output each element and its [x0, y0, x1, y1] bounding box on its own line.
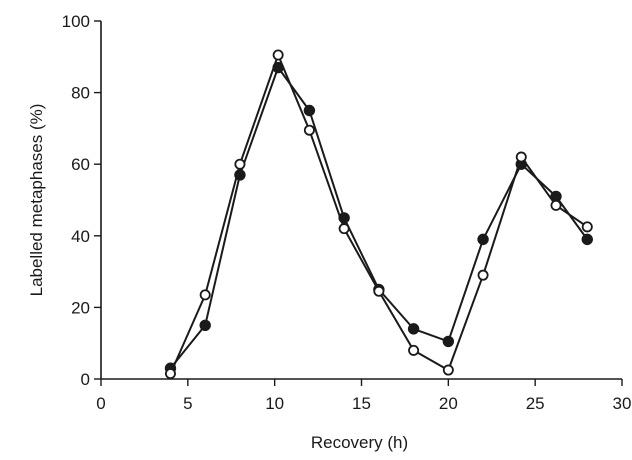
x-tick-label: 20 [439, 394, 458, 413]
data-point-open [303, 124, 315, 136]
x-axis-ticks: 0 5 10 15 20 25 30 [96, 379, 631, 413]
data-point-open [234, 158, 246, 170]
x-tick-label: 5 [183, 394, 192, 413]
y-tick-label: 20 [71, 298, 90, 317]
data-point-filled [442, 335, 455, 348]
data-point-filled [199, 319, 211, 332]
data-point-open [477, 269, 489, 281]
data-point-filled [581, 233, 593, 246]
data-point-open [581, 221, 593, 233]
x-tick-label: 30 [613, 394, 632, 413]
x-tick-label: 15 [352, 394, 371, 413]
x-tick-label: 10 [265, 394, 284, 413]
data-point-open [550, 199, 562, 211]
y-axis-title: Labelled metaphases (%) [27, 104, 46, 297]
series-layer [164, 49, 593, 380]
y-tick-label: 40 [71, 227, 90, 246]
data-point-open [442, 364, 454, 376]
data-point-open [272, 49, 284, 61]
x-axis-title: Recovery (h) [311, 433, 408, 452]
data-point-filled [303, 104, 316, 117]
series-1 [164, 61, 593, 374]
data-point-open [199, 289, 211, 301]
data-point-open [515, 151, 527, 163]
series-line [169, 66, 589, 369]
x-tick-label: 0 [96, 394, 105, 413]
series-2 [164, 49, 593, 380]
data-point-filled [477, 233, 489, 246]
y-tick-label: 60 [71, 155, 90, 174]
y-tick-label: 0 [81, 370, 90, 389]
y-tick-label: 80 [71, 84, 90, 103]
data-point-open [338, 223, 350, 235]
data-point-open [408, 344, 420, 356]
data-point-open [373, 285, 385, 297]
y-axis-ticks: 0 20 40 60 80 100 [62, 12, 101, 389]
x-tick-label: 25 [526, 394, 545, 413]
y-tick-label: 100 [62, 12, 90, 31]
series-line [169, 54, 588, 375]
data-point-filled [407, 323, 420, 335]
data-point-open [164, 368, 176, 380]
